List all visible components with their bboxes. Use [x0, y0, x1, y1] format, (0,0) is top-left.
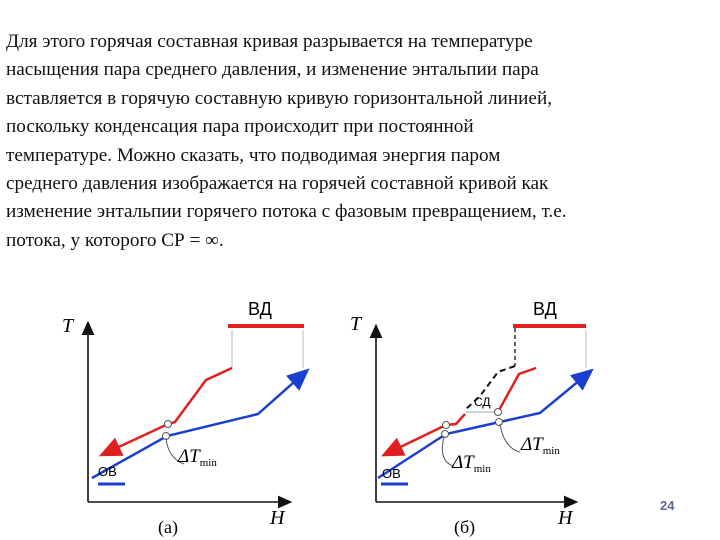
diagram-b-caption: (б): [454, 517, 475, 538]
diagram-b-pinch-cold-point-1: [441, 430, 449, 438]
diagram-a-delta-leader: [165, 437, 185, 465]
diagram-b: T H ВД СД ОВ ΔTmin ΔTmin (б): [350, 299, 594, 538]
diagram-a: T H ВД ОВ ΔTmin (а): [62, 299, 310, 538]
diagram-b-t-label: T: [350, 313, 363, 335]
diagram-b-cold-curve: [377, 368, 594, 480]
diagram-a-hot-curve: [98, 366, 233, 457]
diagram-a-pinch-hot-point: [164, 420, 172, 428]
diagram-b-delta-tmin-1: ΔTmin: [451, 452, 491, 475]
page-number: 24: [660, 498, 675, 513]
diagram-b-dashed-curve: [464, 365, 516, 411]
diagram-b-hot-curve-upper: [496, 366, 537, 413]
diagram-b-vd-label: ВД: [533, 299, 557, 319]
body-paragraph: Для этого горячая составная кривая разры…: [6, 31, 567, 251]
diagram-b-delta-tmin-2: ΔTmin: [520, 434, 560, 457]
diagram-b-pinch-cold-point-2: [495, 418, 503, 426]
diagram-b-sd-label: СД: [474, 395, 491, 409]
diagram-a-caption: (а): [158, 517, 178, 538]
diagram-b-pinch-hot-point-2: [494, 408, 502, 416]
diagram-a-t-label: T: [62, 315, 75, 337]
diagram-b-delta-leader-1: [441, 435, 455, 467]
diagram-a-vd-label: ВД: [248, 299, 272, 319]
diagram-b-hot-curve-lower: [380, 413, 466, 457]
diagram-b-ov-label: ОВ: [382, 466, 401, 481]
diagram-b-h-label: H: [557, 507, 574, 529]
diagram-a-h-label: H: [269, 507, 286, 529]
diagram-b-delta-leader-2: [499, 423, 521, 453]
diagram-b-pinch-hot-point-1: [442, 421, 450, 429]
diagram-a-delta-tmin: ΔTmin: [177, 446, 217, 469]
diagram-a-cold-curve: [91, 368, 310, 480]
diagram-a-ov-label: ОВ: [98, 464, 117, 479]
